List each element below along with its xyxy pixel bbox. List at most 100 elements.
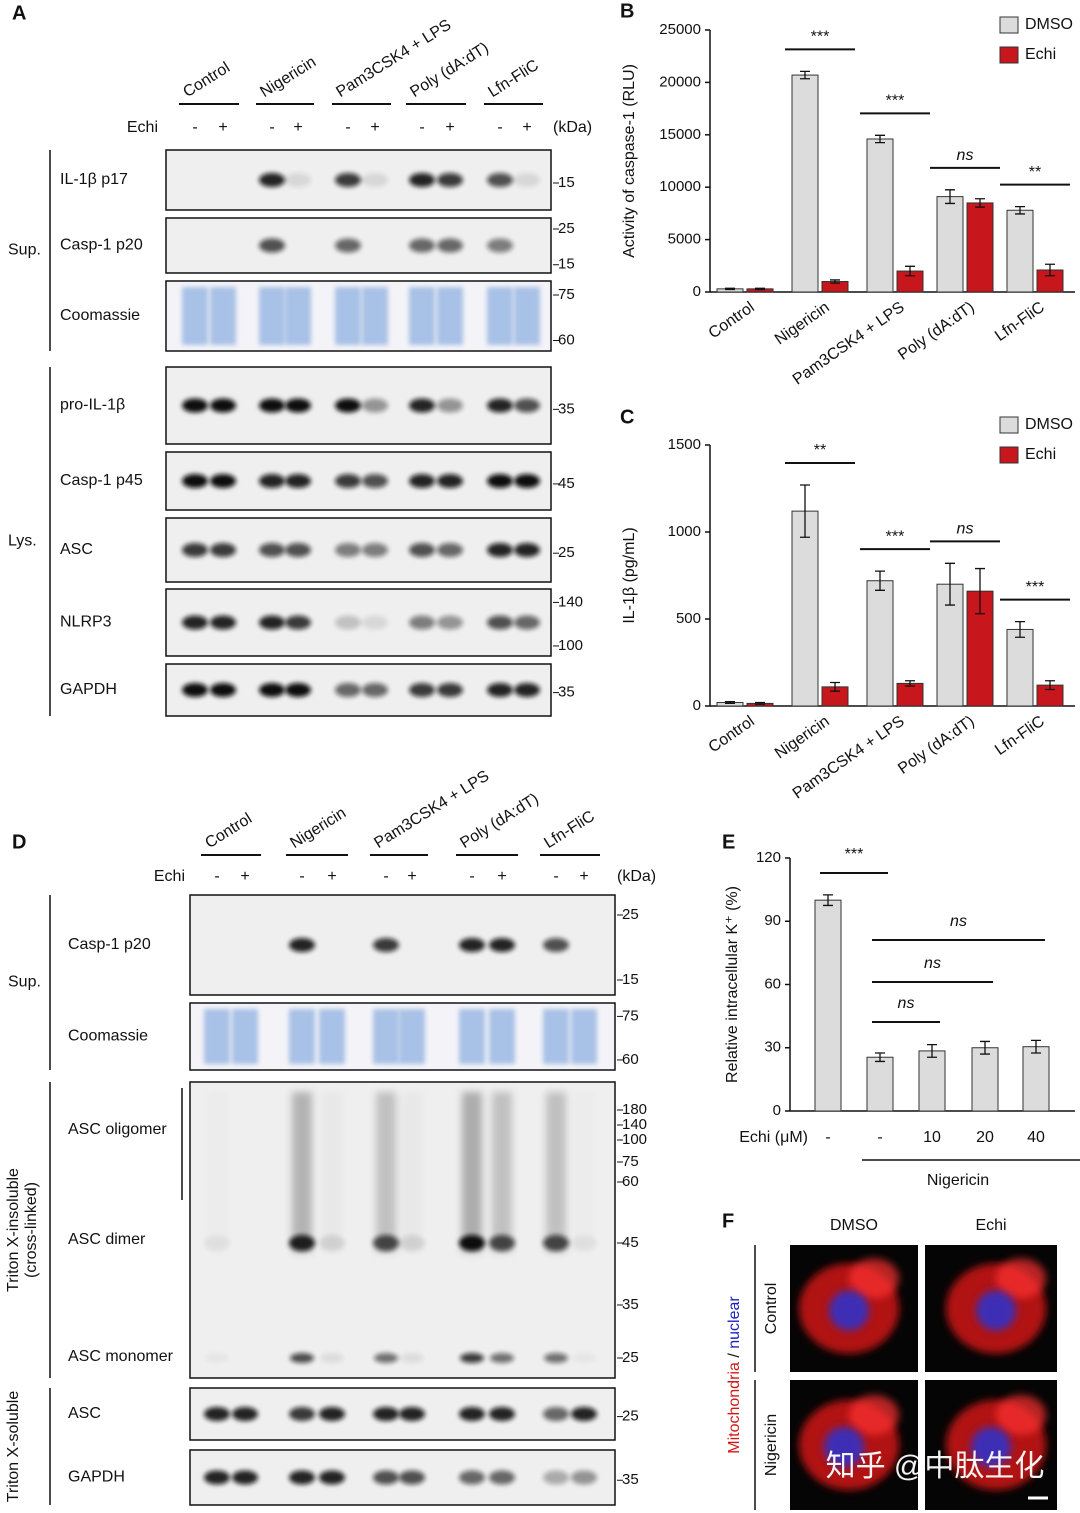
band [514,173,540,187]
band [409,683,435,697]
y-tick-label: 1500 [668,436,701,453]
band [290,1353,314,1363]
band [362,398,388,413]
band [289,1407,315,1421]
band [319,1407,345,1421]
coomassie-lane [232,1009,258,1064]
error-bar [905,265,915,277]
marker-label: 25 [622,1349,639,1366]
band [204,1407,230,1421]
x-tick-label: - [877,1129,882,1146]
band [514,543,540,557]
band [487,173,513,187]
panel-letter: A [12,2,26,24]
significance-label: *** [845,846,864,863]
nucleus [971,1427,1011,1467]
significance-label: *** [1026,579,1045,596]
panel-letter: E [722,831,735,853]
marker-label: 180 [622,1101,647,1118]
treatment-sign: - [497,119,502,136]
band [259,683,285,697]
legend-swatch [999,446,1019,464]
band [285,683,311,697]
panel-letter: B [620,0,634,22]
y-tick-label: 25000 [659,21,701,38]
coomassie-lane [319,1009,345,1064]
coomassie-lane [409,287,435,345]
mitochondria [849,1258,899,1299]
marker-label: 45 [558,475,575,492]
y-tick-label: 0 [693,283,701,300]
coomassie-lane [362,287,388,345]
legend-label: Echi [1025,446,1056,463]
band [437,398,463,413]
y-tick-label: 120 [756,849,781,866]
legend-label: DMSO [1025,16,1073,33]
band [437,173,463,187]
band [543,1235,569,1251]
band [335,543,361,557]
band [210,398,236,413]
row-label: Coomassie [68,1028,148,1045]
x-tick-label: Lfn-FliC [992,713,1048,759]
band [285,173,311,187]
error-bar [945,189,955,205]
y-tick-label: 10000 [659,178,701,195]
treatment-sign: - [419,119,424,136]
coomassie-lane [182,287,208,345]
band [459,1407,485,1421]
treatment-sign: + [407,868,416,885]
stain-part: nuclear [726,1296,743,1349]
bar [1006,628,1034,707]
row-label: Casp-1 p45 [60,472,143,489]
band [373,1470,399,1485]
marker-label: 25 [558,220,575,237]
band [487,398,513,413]
band [373,938,399,952]
stain-part: / [726,1353,743,1358]
band [399,1470,425,1485]
marker-label: 35 [622,1296,639,1313]
x-tick-label: 20 [976,1129,994,1146]
marker-label: 75 [558,286,575,303]
error-bar [875,1052,885,1063]
band [409,474,435,488]
error-bar [1015,620,1025,638]
band [210,683,236,697]
row-label: ASC dimer [68,1231,146,1248]
band [285,543,311,557]
y-tick-label: 20000 [659,73,701,90]
band [544,1353,568,1363]
bar [1022,1046,1050,1112]
band [399,1235,425,1251]
band [571,1407,597,1421]
band [514,615,540,630]
x-tick-label: 10 [923,1129,941,1146]
band [204,1470,230,1485]
bar [1006,209,1034,293]
legend-swatch [999,46,1019,64]
smear [402,1092,422,1252]
x-tick-label: Nigericin [772,713,833,763]
significance-label: ns [898,995,915,1012]
band [232,1407,258,1421]
significance-label: ** [814,442,826,459]
panel-letter: C [620,406,634,428]
significance-label: *** [811,29,830,46]
stain-label: Mitochondria / nuclear [726,1296,743,1454]
section-label: Triton X-soluble [5,1391,22,1503]
marker-label: 35 [622,1471,639,1488]
error-bar [905,680,915,687]
error-bar [980,1040,990,1055]
band [320,1353,344,1363]
band [487,474,513,488]
error-bar [975,198,985,208]
bar [866,138,894,293]
section-label: Triton X-insoluble [5,1168,22,1292]
group-label: Control [202,810,255,852]
mitochondria [849,1395,899,1435]
band [285,615,311,630]
band [400,1353,424,1363]
error-bar [830,681,840,692]
